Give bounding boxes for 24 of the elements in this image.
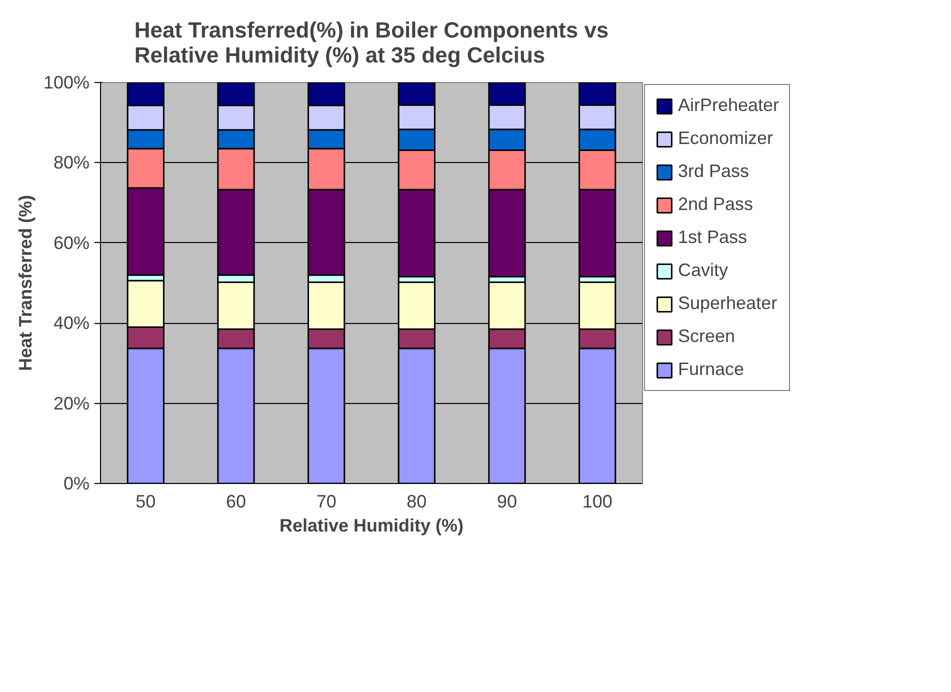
y-tick-label: 100% bbox=[43, 72, 90, 92]
legend-label: Screen bbox=[678, 326, 736, 347]
y-tick-label: 0% bbox=[63, 474, 90, 494]
legend-label: 1st Pass bbox=[678, 227, 748, 248]
x-tick-label: 100 bbox=[582, 492, 612, 512]
y-tick-label: 80% bbox=[53, 152, 90, 173]
chart-title: Heat Transferred(%) in Boiler Components vs Relative Humidity (%) at 35 deg Celcius bbox=[134, 18, 609, 68]
legend-label: Cavity bbox=[678, 260, 728, 281]
x-tick-label: 70 bbox=[316, 492, 336, 512]
x-tick-label: 60 bbox=[226, 492, 246, 512]
legend-label: 2nd Pass bbox=[678, 194, 754, 215]
legend-label: 3rd Pass bbox=[678, 161, 750, 182]
legend-label: AirPreheater bbox=[678, 95, 780, 116]
y-tick-label: 40% bbox=[53, 313, 90, 334]
x-tick-label: 80 bbox=[406, 492, 427, 512]
legend-label: Furnace bbox=[678, 359, 744, 380]
x-tick-label: 90 bbox=[496, 492, 518, 512]
y-tick-label: 60% bbox=[53, 232, 90, 253]
x-tick-label: 50 bbox=[136, 492, 156, 512]
legend-label: Economizer bbox=[678, 128, 774, 149]
legend-label: Superheater bbox=[678, 293, 778, 314]
y-axis-title: Heat Transferred (%) bbox=[15, 194, 36, 372]
x-axis-title: Relative Humidity (%) bbox=[279, 516, 464, 536]
y-tick-label: 20% bbox=[53, 393, 90, 414]
